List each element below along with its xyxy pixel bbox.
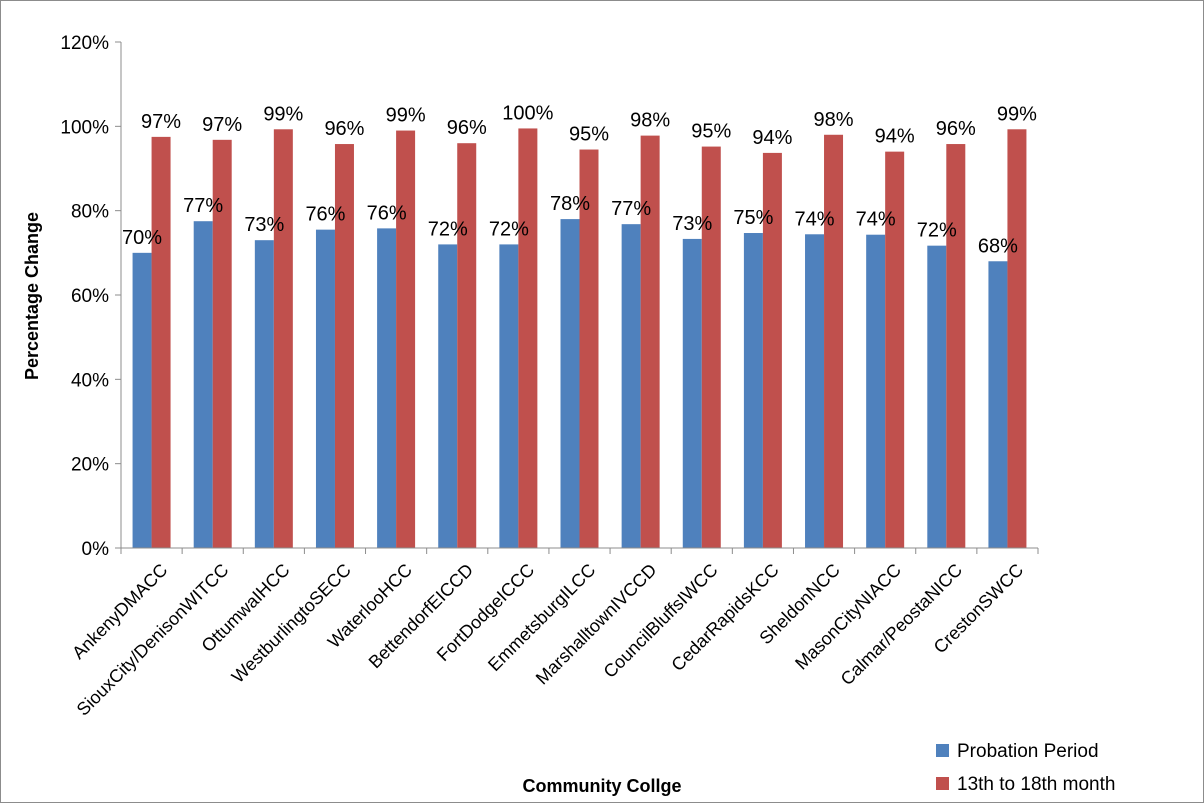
data-label: 74% xyxy=(856,209,896,231)
data-label: 77% xyxy=(611,198,651,220)
bar-13th-to-18th-month xyxy=(762,152,782,549)
bar-13th-to-18th-month xyxy=(579,149,599,548)
data-label: 96% xyxy=(936,118,976,140)
bar-13th-to-18th-month xyxy=(457,143,477,548)
x-axis-title: Community Collge xyxy=(522,776,681,796)
data-label: 99% xyxy=(263,103,303,125)
bar-series xyxy=(132,128,1027,549)
bar-probation-period xyxy=(866,234,886,548)
bar-probation-period xyxy=(499,244,519,548)
data-label: 94% xyxy=(875,126,915,148)
bar-13th-to-18th-month xyxy=(1007,129,1027,548)
bar-13th-to-18th-month xyxy=(946,144,966,548)
data-label: 97% xyxy=(202,114,242,136)
data-label: 77% xyxy=(183,195,223,217)
bar-13th-to-18th-month xyxy=(273,129,293,548)
y-tick-label: 100% xyxy=(60,117,109,138)
data-label: 99% xyxy=(386,105,426,127)
data-label: 98% xyxy=(814,109,854,131)
data-label: 70% xyxy=(122,227,162,249)
bar-probation-period xyxy=(377,228,397,549)
bar-probation-period xyxy=(805,234,825,548)
bar-probation-period xyxy=(254,240,274,548)
bar-13th-to-18th-month xyxy=(334,144,354,548)
bar-probation-period xyxy=(438,244,458,548)
data-label: 98% xyxy=(630,110,670,132)
y-axis: 0% 20% 40% 60% 80% 100% 120% xyxy=(60,33,122,560)
bar-13th-to-18th-month xyxy=(518,128,538,549)
y-axis-title: Percentage Change xyxy=(22,212,42,380)
legend-swatch xyxy=(936,744,949,757)
data-label: 76% xyxy=(367,202,407,224)
data-label: 95% xyxy=(569,124,609,146)
bar-probation-period xyxy=(315,229,335,548)
bar-probation-period xyxy=(621,224,641,548)
bar-probation-period xyxy=(743,233,763,548)
legend-label: Probation Period xyxy=(957,741,1099,762)
data-label: 74% xyxy=(795,208,835,230)
legend-swatch xyxy=(936,777,949,790)
data-label: 72% xyxy=(917,220,957,242)
y-tick-label: 0% xyxy=(82,539,110,560)
bar-probation-period xyxy=(682,238,702,548)
x-axis xyxy=(120,547,1039,554)
bar-13th-to-18th-month xyxy=(640,135,660,549)
bar-probation-period xyxy=(988,261,1008,548)
y-tick-label: 20% xyxy=(71,455,109,476)
data-label: 78% xyxy=(550,193,590,215)
data-label: 94% xyxy=(752,127,792,149)
data-label: 68% xyxy=(978,235,1018,257)
bar-13th-to-18th-month xyxy=(396,130,416,549)
legend-label: 13th to 18th month xyxy=(957,774,1115,795)
bar-13th-to-18th-month xyxy=(151,136,171,548)
y-tick-label: 120% xyxy=(60,33,109,54)
bar-probation-period xyxy=(560,219,580,548)
data-label: 75% xyxy=(733,207,773,229)
bar-probation-period xyxy=(132,252,152,549)
data-label: 96% xyxy=(447,117,487,139)
data-label: 97% xyxy=(141,111,181,133)
bar-13th-to-18th-month xyxy=(824,134,844,548)
bar-13th-to-18th-month xyxy=(885,151,905,548)
data-label: 100% xyxy=(502,102,553,124)
bar-13th-to-18th-month xyxy=(212,139,232,548)
data-label: 73% xyxy=(672,213,712,235)
data-label: 95% xyxy=(691,121,731,143)
data-label: 99% xyxy=(997,103,1037,125)
bar-probation-period xyxy=(927,245,947,549)
data-label: 76% xyxy=(305,204,345,226)
data-label: 73% xyxy=(244,214,284,236)
y-tick-label: 60% xyxy=(71,286,109,307)
bar-probation-period xyxy=(193,221,213,549)
y-tick-label: 80% xyxy=(71,202,109,223)
legend: Probation Period 13th to 18th month xyxy=(936,741,1115,795)
bar-13th-to-18th-month xyxy=(701,146,721,548)
y-tick-label: 40% xyxy=(71,370,109,391)
data-label: 72% xyxy=(489,218,529,240)
data-labels: 70% 77% 73% 76% 76% 72% 72% 78% 77% 73% 75% 74% 74% 7… xyxy=(122,102,1037,257)
data-label: 96% xyxy=(324,118,364,140)
data-label: 72% xyxy=(428,218,468,240)
